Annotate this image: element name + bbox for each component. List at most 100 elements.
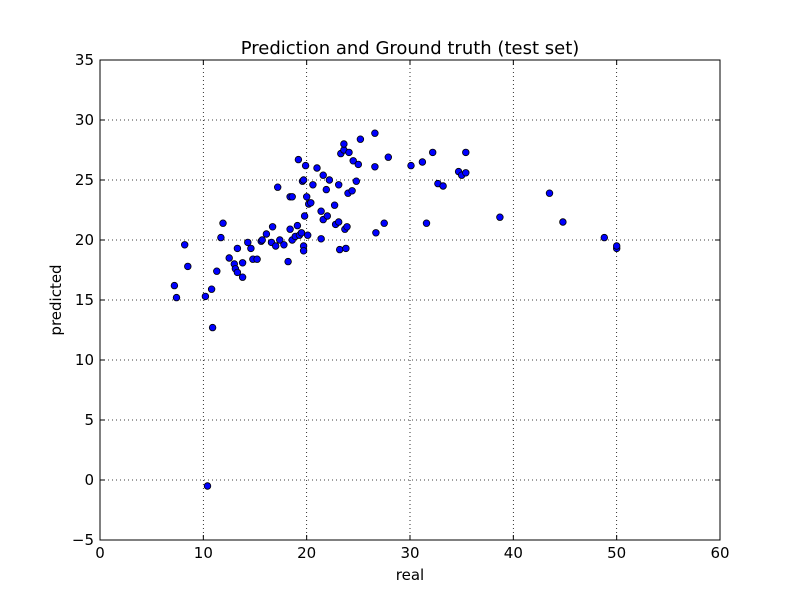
data-point	[208, 323, 217, 332]
data-point	[372, 229, 380, 237]
y-tick-label: 15	[75, 291, 94, 309]
data-point	[462, 169, 470, 177]
data-point	[545, 189, 554, 197]
data-point	[335, 181, 343, 189]
data-point	[274, 183, 282, 191]
data-point	[299, 247, 308, 255]
data-point	[297, 229, 306, 237]
data-point	[343, 223, 351, 231]
data-point	[422, 219, 431, 227]
data-point	[172, 293, 181, 302]
y-tick-label: 25	[75, 171, 94, 189]
y-tick-label: 10	[75, 351, 94, 369]
data-point	[184, 262, 192, 271]
grid-layer	[100, 60, 720, 540]
y-axis-label: predicted	[47, 264, 65, 335]
data-point	[272, 242, 280, 250]
data-point	[219, 219, 227, 227]
data-point	[371, 163, 379, 171]
data-point	[319, 171, 327, 179]
data-point	[213, 267, 221, 275]
data-point	[280, 241, 288, 249]
data-point	[303, 193, 311, 201]
data-point	[286, 225, 294, 233]
data-point	[299, 176, 308, 184]
data-point	[613, 242, 621, 250]
data-point	[356, 135, 365, 143]
data-point	[203, 482, 212, 490]
data-point	[439, 182, 447, 190]
y-tick-label: 20	[75, 231, 94, 249]
data-point	[276, 236, 284, 244]
data-point	[201, 292, 210, 301]
data-point	[348, 187, 356, 195]
chart-title: Prediction and Ground truth (test set)	[241, 38, 580, 59]
x-tick-label: 10	[194, 544, 213, 562]
data-point	[349, 157, 357, 165]
y-tick-label: 5	[84, 411, 94, 429]
data-point	[352, 177, 360, 185]
data-point	[336, 245, 344, 254]
plot-area-frame	[99, 59, 721, 541]
data-point	[301, 161, 310, 170]
data-point	[233, 244, 242, 253]
data-point	[284, 257, 292, 266]
y-tick-label: 35	[75, 51, 94, 69]
data-point	[313, 164, 321, 172]
data-point	[384, 153, 392, 161]
data-point	[170, 281, 179, 290]
data-point	[496, 213, 504, 221]
data-point	[293, 221, 302, 230]
data-point	[258, 236, 266, 244]
data-point	[317, 235, 325, 243]
data-point	[462, 148, 470, 157]
data-point	[380, 219, 388, 227]
x-tick-label: 60	[710, 544, 729, 562]
data-point	[559, 218, 567, 226]
data-point	[418, 158, 427, 166]
data-point	[407, 161, 415, 170]
data-point	[238, 259, 247, 267]
data-point	[217, 233, 225, 242]
x-tick-label: 50	[607, 544, 626, 562]
data-point	[325, 176, 334, 184]
data-point	[180, 241, 189, 249]
x-tick-label: 30	[400, 544, 419, 562]
x-axis-label: real	[396, 566, 424, 584]
y-tick-label: 30	[75, 111, 94, 129]
data-point	[253, 255, 261, 263]
x-tick-label: 40	[504, 544, 523, 562]
point-layer	[170, 129, 621, 490]
data-point	[233, 268, 242, 277]
data-point	[225, 254, 233, 262]
data-point	[238, 273, 247, 281]
data-point	[342, 244, 350, 253]
data-point	[307, 199, 315, 207]
data-point	[300, 212, 309, 220]
data-point	[268, 223, 277, 231]
data-point	[244, 238, 252, 247]
data-point	[330, 201, 339, 209]
data-point	[247, 244, 255, 253]
data-point	[294, 155, 303, 164]
data-point	[429, 148, 437, 157]
y-tick-label: 0	[84, 471, 94, 489]
data-point	[288, 193, 296, 201]
data-point	[371, 129, 379, 137]
data-point	[340, 140, 348, 148]
data-point	[304, 231, 312, 239]
data-point	[207, 285, 216, 293]
data-point	[335, 218, 343, 226]
data-point	[262, 230, 271, 238]
x-tick-label: 0	[95, 544, 105, 562]
data-point	[323, 212, 331, 220]
data-point	[322, 185, 330, 194]
data-point	[317, 207, 325, 215]
y-tick-label: −5	[72, 531, 94, 549]
data-point	[345, 148, 353, 157]
data-point	[309, 181, 317, 189]
data-point	[354, 160, 362, 169]
x-tick-label: 20	[297, 544, 316, 562]
